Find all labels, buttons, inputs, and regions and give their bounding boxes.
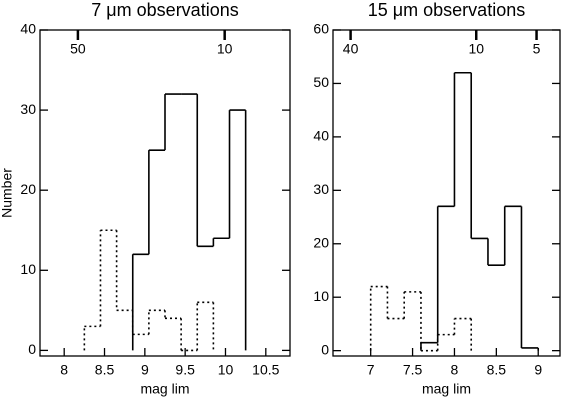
x-tick-label: 7 <box>367 362 375 378</box>
plot-frame <box>332 29 561 357</box>
x2-tick-label: 10 <box>217 41 233 57</box>
x-tick-label: 8 <box>451 362 459 378</box>
y-tick-label: 0 <box>321 341 329 357</box>
x-tick-label: 8.5 <box>487 362 507 378</box>
chart-title: 7 μm observations <box>91 0 238 20</box>
plot-frame <box>39 29 291 357</box>
y-tick-label: 30 <box>313 181 329 197</box>
y-tick-label: 10 <box>313 288 329 304</box>
y-tick-label: 20 <box>313 234 329 250</box>
x-tick-label: 9 <box>534 362 542 378</box>
x-axis-label: mag lim <box>422 381 471 397</box>
x2-tick-label: 5 <box>533 41 541 57</box>
x-tick-label: 9 <box>141 362 149 378</box>
x-tick-label: 10.5 <box>252 362 279 378</box>
x-tick-label: 9.5 <box>175 362 195 378</box>
y-tick-label: 50 <box>313 74 329 90</box>
x-tick-label: 8 <box>60 362 68 378</box>
x-tick-label: 7.5 <box>403 362 423 378</box>
y-axis-label: Number <box>0 168 15 218</box>
y-tick-label: 40 <box>20 21 36 37</box>
x2-tick-label: 10 <box>468 41 484 57</box>
x-tick-label: 8.5 <box>95 362 115 378</box>
y-tick-label: 30 <box>20 101 36 117</box>
x2-tick-label: 40 <box>343 41 359 57</box>
x-axis-label: mag lim <box>140 381 189 397</box>
x2-tick-label: 50 <box>70 41 86 57</box>
y-tick-label: 20 <box>20 181 36 197</box>
y-tick-label: 60 <box>313 21 329 37</box>
x-tick-label: 10 <box>218 362 234 378</box>
y-tick-label: 10 <box>20 261 36 277</box>
y-tick-label: 40 <box>313 128 329 144</box>
chart-title: 15 μm observations <box>368 0 525 20</box>
y-tick-label: 0 <box>28 341 36 357</box>
